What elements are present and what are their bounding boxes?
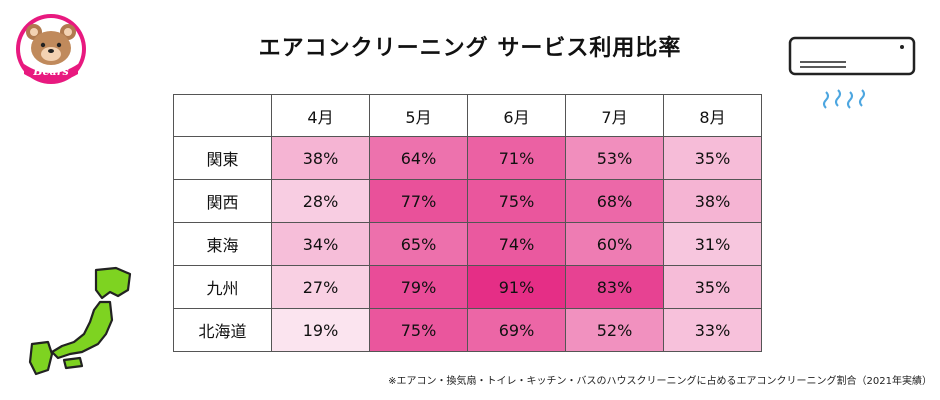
bear-face-logo-icon [26, 24, 76, 65]
header-row: 4月 5月 6月 7月 8月 [173, 94, 762, 137]
data-cell: 75% [467, 179, 566, 223]
table-row: 関西 28% 77% 75% 68% 38% [173, 179, 762, 223]
row-header: 北海道 [173, 308, 272, 352]
data-cell: 34% [271, 222, 370, 266]
column-header: 5月 [369, 94, 468, 137]
data-cell: 83% [565, 265, 664, 309]
data-cell: 31% [663, 222, 762, 266]
logo-text: Bears [32, 65, 68, 78]
footnote: ※エアコン・換気扇・トイレ・キッチン・バスのハウスクリーニングに占めるエアコンク… [388, 376, 932, 387]
table-row: 東海 34% 65% 74% 60% 31% [173, 222, 762, 266]
corner-cell [173, 94, 272, 137]
data-cell: 33% [663, 308, 762, 352]
japan-map-icon [28, 266, 132, 376]
table-row: 北海道 19% 75% 69% 52% 33% [173, 308, 762, 352]
table-row: 九州 27% 79% 91% 83% 35% [173, 265, 762, 309]
bears-logo: Bears [16, 14, 86, 84]
data-cell: 38% [271, 136, 370, 180]
column-header: 8月 [663, 94, 762, 137]
row-header: 東海 [173, 222, 272, 266]
data-cell: 35% [663, 265, 762, 309]
column-header: 6月 [467, 94, 566, 137]
data-cell: 71% [467, 136, 566, 180]
air-conditioner-icon [788, 36, 916, 109]
row-header: 関西 [173, 179, 272, 223]
column-header: 4月 [271, 94, 370, 137]
data-cell: 19% [271, 308, 370, 352]
data-cell: 60% [565, 222, 664, 266]
column-header: 7月 [565, 94, 664, 137]
chart-title: エアコンクリーニング サービス利用比率 [258, 36, 682, 61]
data-cell: 27% [271, 265, 370, 309]
data-cell: 28% [271, 179, 370, 223]
table-row: 関東 38% 64% 71% 53% 35% [173, 136, 762, 180]
data-cell: 75% [369, 308, 468, 352]
data-cell: 53% [565, 136, 664, 180]
usage-rate-table: 4月 5月 6月 7月 8月 関東 38% 64% 71% 53% 35% 関西 28% 77%… [173, 94, 762, 352]
data-cell: 79% [369, 265, 468, 309]
data-cell: 64% [369, 136, 468, 180]
data-cell: 35% [663, 136, 762, 180]
data-cell: 38% [663, 179, 762, 223]
data-cell: 52% [565, 308, 664, 352]
data-cell: 65% [369, 222, 468, 266]
data-cell: 68% [565, 179, 664, 223]
data-cell: 91% [467, 265, 566, 309]
data-cell: 77% [369, 179, 468, 223]
row-header: 関東 [173, 136, 272, 180]
row-header: 九州 [173, 265, 272, 309]
data-cell: 69% [467, 308, 566, 352]
data-cell: 74% [467, 222, 566, 266]
